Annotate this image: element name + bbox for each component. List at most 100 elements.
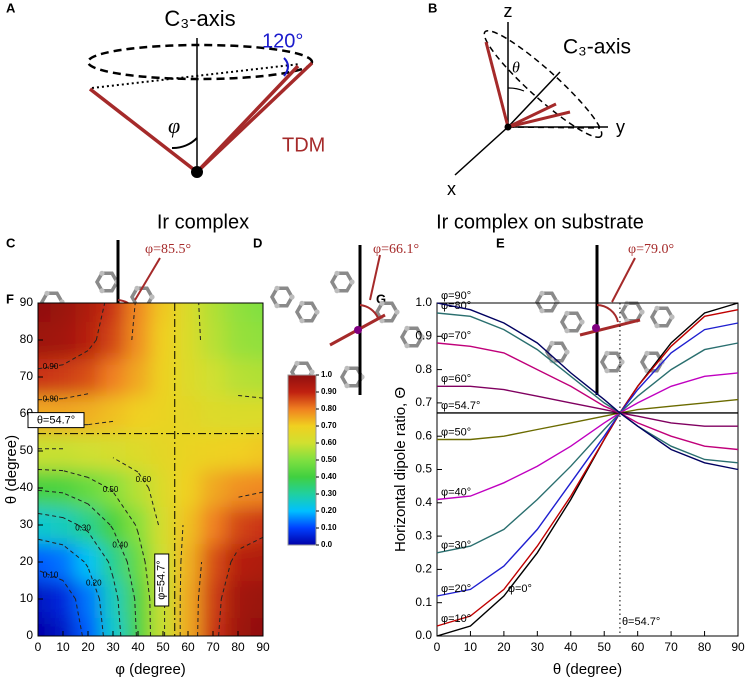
colorbar-label: 0.80	[321, 404, 337, 413]
tdm-line	[507, 102, 557, 129]
colorbar-label: 1.0	[321, 370, 333, 379]
y-tick-label: 0.8	[415, 362, 432, 376]
heat-cell	[50, 469, 76, 507]
y-tick-label: 50	[20, 443, 34, 457]
y-tick-label: 0	[26, 628, 33, 642]
heat-cell	[200, 543, 226, 581]
panel-label: D	[253, 235, 262, 250]
heat-cell	[50, 506, 76, 544]
colorbar-label: 0.60	[321, 438, 337, 447]
heat-cell	[200, 432, 226, 470]
heat-cell	[225, 432, 251, 470]
phi-value: φ=79.0°	[628, 242, 674, 257]
origin-dot	[191, 166, 203, 178]
contour-label: 0.40	[112, 541, 128, 550]
heat-cell	[250, 580, 263, 618]
heat-cell	[150, 358, 176, 396]
y-axis-label: θ (degree)	[3, 435, 20, 504]
x-tick-label: 40	[131, 640, 145, 654]
heat-cell	[100, 543, 126, 581]
heat-cell	[38, 506, 51, 544]
contour-line	[38, 469, 151, 636]
heat-cell	[225, 543, 251, 581]
phi-arc	[359, 304, 379, 319]
heat-cell	[125, 358, 151, 396]
y-tick-label: 0.1	[415, 595, 432, 609]
x-tick-label: 60	[181, 640, 195, 654]
heat-cell	[125, 321, 151, 359]
ring	[535, 288, 562, 316]
heat-cell	[200, 321, 226, 359]
heatmap-cells	[38, 303, 263, 636]
heat-cell	[225, 469, 251, 507]
panel-label: C	[6, 235, 16, 250]
heat-cell	[75, 543, 101, 581]
series-line	[436, 312, 739, 464]
heat-cell	[225, 321, 251, 359]
heat-cell	[225, 395, 251, 433]
series-label: φ=50°	[441, 426, 471, 438]
heat-cell	[75, 506, 101, 544]
tdm-line	[579, 318, 641, 337]
heat-cell	[125, 303, 151, 322]
heat-cell	[38, 321, 51, 359]
annotation: φ=54.7°	[156, 560, 168, 599]
series-line	[436, 322, 739, 597]
heat-cell	[50, 303, 76, 322]
x-axis	[454, 126, 509, 176]
panel-label: E	[496, 235, 505, 250]
x-tick-label: 50	[598, 640, 612, 654]
plot-frame	[37, 302, 264, 637]
x-tick-label: 10	[56, 640, 70, 654]
heat-cell	[175, 321, 201, 359]
x-tick-label: 80	[698, 640, 712, 654]
phi-value: φ=66.1°	[373, 242, 419, 257]
y-tick-label: 0.0	[415, 628, 432, 642]
heat-cell	[125, 432, 151, 470]
heat-cell	[125, 617, 151, 636]
colorbar-label: 0.30	[321, 489, 337, 498]
series-label: φ=54.7°	[441, 400, 480, 412]
heat-cell	[50, 543, 76, 581]
axis-name: z	[504, 1, 513, 21]
angle-arc	[283, 57, 289, 77]
heat-cell	[100, 469, 126, 507]
heat-cell	[175, 506, 201, 544]
heat-cell	[200, 395, 226, 433]
contour-label: 0.10	[43, 570, 59, 579]
heat-cell	[150, 469, 176, 507]
heat-cell	[250, 617, 263, 636]
ring	[330, 268, 357, 296]
x-tick-label: 30	[531, 640, 545, 654]
heat-cell	[250, 432, 263, 470]
colorbar	[287, 374, 317, 546]
series-label: φ=90°	[441, 290, 471, 302]
heat-cell	[175, 543, 201, 581]
heat-cell	[150, 321, 176, 359]
colorbar-label: 0.90	[321, 387, 337, 396]
heat-cell	[200, 303, 226, 322]
panel-label: B	[428, 0, 437, 15]
ir-atom	[592, 324, 600, 332]
heat-cell	[75, 358, 101, 396]
series-line	[437, 398, 739, 441]
heat-cell	[50, 321, 76, 359]
x-tick-label: 10	[464, 640, 478, 654]
y-tick-label: 20	[20, 554, 34, 568]
y-tick-label: 1.0	[415, 295, 432, 309]
heat-cell	[150, 395, 176, 433]
heat-cell	[38, 469, 51, 507]
heat-cell	[150, 432, 176, 470]
diagram-a: C₃-axis 120° φ TDM Ir complex	[86, 6, 325, 233]
y-tick-label: 0.2	[415, 562, 432, 576]
series-label: φ=30°	[441, 540, 471, 552]
y-tick-label: 0.4	[415, 495, 432, 509]
x-tick-label: 30	[106, 640, 120, 654]
series-label: φ=10°	[441, 613, 471, 625]
x-tick-label: 90	[256, 640, 270, 654]
ring	[600, 348, 627, 376]
caption: Ir complex	[157, 211, 249, 233]
heat-cell	[200, 469, 226, 507]
ring	[560, 308, 587, 336]
